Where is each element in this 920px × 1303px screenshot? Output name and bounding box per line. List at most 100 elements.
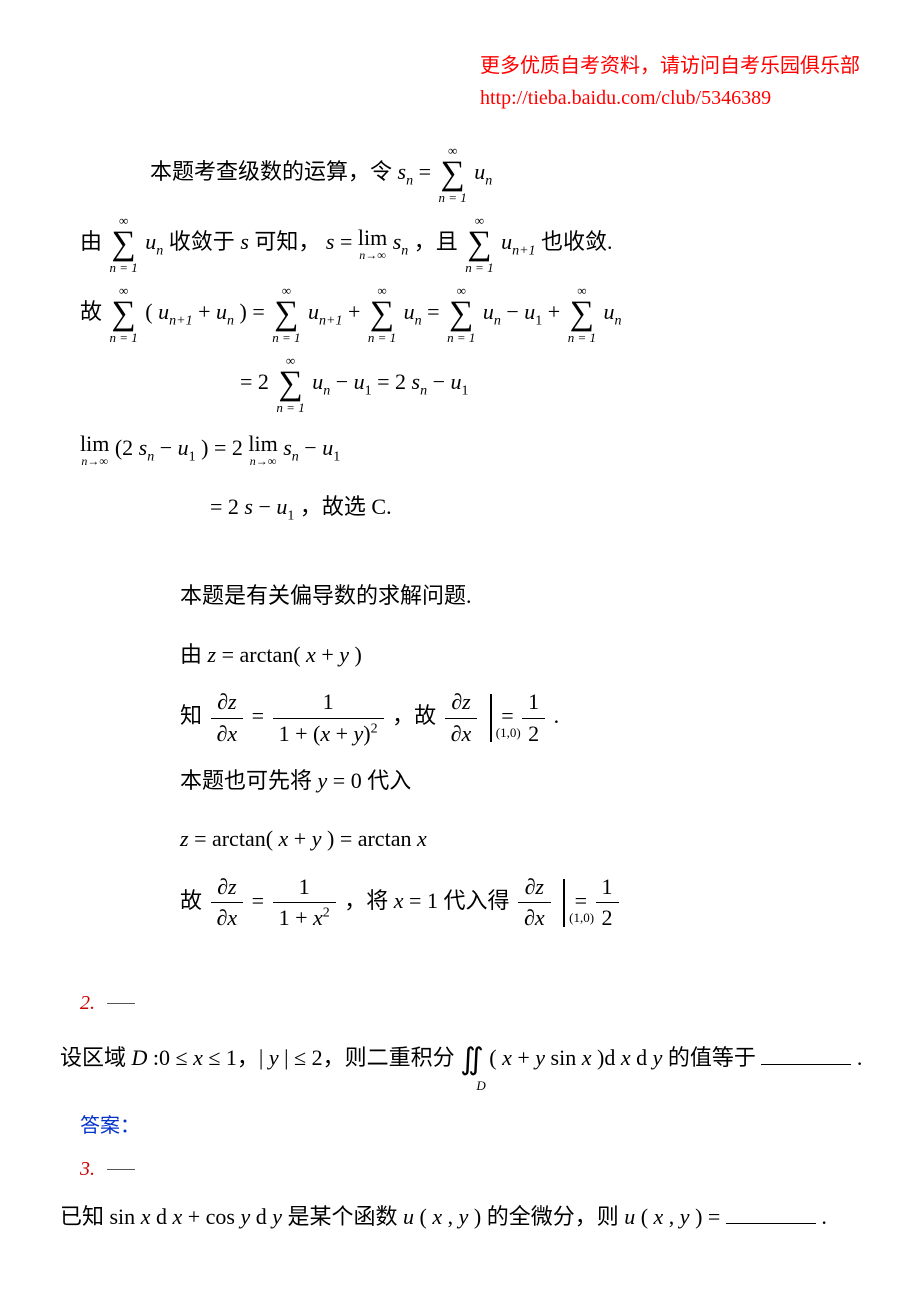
s: ∑ — [568, 297, 596, 331]
text: 故 — [180, 888, 202, 913]
sol1-line3: 故 ∞∑n = 1 ( un+1 + un ) = ∞∑n = 1 un+1 +… — [80, 284, 860, 344]
lim-sub: n→∞ — [248, 455, 277, 467]
lim: lim n→∞ — [80, 433, 109, 467]
sum: ∞∑n = 1 — [276, 354, 304, 414]
sub: n — [485, 173, 492, 188]
sin: sin — [551, 1045, 577, 1070]
sub: 1 — [189, 449, 196, 464]
sub: 1 — [333, 449, 340, 464]
num: ∂z — [518, 874, 551, 903]
double-integral: ∬D — [460, 1027, 484, 1093]
b: n = 1 — [447, 331, 475, 344]
eq: = 2 — [377, 369, 406, 394]
rparen: ) = — [240, 299, 271, 324]
header-line2[interactable]: http://tieba.baidu.com/club/5346389 — [480, 82, 860, 114]
den: ∂x — [211, 903, 244, 931]
minus: − — [160, 435, 178, 460]
d: d — [156, 1204, 167, 1229]
den: 1 + x2 — [273, 903, 336, 931]
b: n = 1 — [276, 401, 304, 414]
rparen: ) — [327, 826, 334, 851]
var-s: s — [139, 435, 148, 460]
q3-text: 已知 sin x d x + cos y d y 是某个函数 u ( x , y… — [60, 1193, 860, 1241]
text: ，且 — [414, 229, 458, 254]
rparen: ) — [355, 642, 362, 667]
sum: ∞∑n = 1 — [447, 284, 475, 344]
minus: − — [506, 299, 524, 324]
eq: = — [340, 229, 358, 254]
header-link: 更多优质自考资料，请访问自考乐园俱乐部 http://tieba.baidu.c… — [480, 50, 860, 114]
sum: ∞∑n = 1 — [368, 284, 396, 344]
blank[interactable] — [726, 1223, 816, 1224]
sol2-line5: z = arctan( x + y ) = arctan x — [180, 815, 860, 863]
var-u: u — [474, 159, 485, 184]
sol1-line6: = 2 s − u1 ，故选 C. — [210, 483, 860, 532]
text: 设区域 — [60, 1045, 132, 1070]
lim-txt: lim — [358, 227, 387, 249]
den: 2 — [596, 903, 619, 931]
plus: + — [548, 299, 566, 324]
var-x: x — [654, 1204, 664, 1229]
var-u: u — [178, 435, 189, 460]
dash — [107, 1169, 135, 1170]
pt: (1,0) — [496, 719, 521, 748]
frac: ∂z ∂x — [211, 874, 244, 932]
var-x: x — [193, 1045, 203, 1070]
text: | ≤ 2，则二重积分 — [284, 1045, 454, 1070]
minus: − — [258, 494, 276, 519]
s: ∑ — [110, 297, 138, 331]
var-y: y — [318, 768, 328, 793]
t: 1 + ( — [279, 721, 321, 746]
sum: ∞ ∑ n = 1 — [110, 214, 138, 274]
var-x: x — [172, 1204, 182, 1229]
text: :0 ≤ — [153, 1045, 193, 1070]
sub: n — [156, 243, 163, 258]
sol1-line2: 由 ∞ ∑ n = 1 un 收敛于 s 可知， s = lim n→∞ sn … — [80, 214, 860, 274]
var-s: s — [326, 229, 335, 254]
q3-number: 3. — [80, 1158, 860, 1181]
text: 已知 sin — [60, 1204, 135, 1229]
var-D: D — [132, 1045, 148, 1070]
sq: 2 — [323, 906, 330, 921]
sub: 1 — [535, 313, 542, 328]
var-u: u — [404, 299, 415, 324]
var-u: u — [501, 229, 512, 254]
sub: D — [476, 1072, 485, 1101]
var-u: u — [158, 299, 169, 324]
var-x: x — [394, 888, 404, 913]
b: n = 1 — [110, 331, 138, 344]
num: 1 — [522, 689, 545, 718]
var-u: u — [276, 494, 287, 519]
num: ∂z — [211, 874, 244, 903]
text: = 0 代入 — [333, 768, 411, 793]
sq: 2 — [371, 721, 378, 736]
text: ≤ 1，| — [208, 1045, 268, 1070]
frac: 1 1 + x2 — [273, 874, 336, 932]
var-u: u — [216, 299, 227, 324]
x: x — [313, 905, 323, 930]
sub: n — [227, 313, 234, 328]
frac: ∂z ∂x — [445, 689, 478, 747]
eq: = — [708, 1204, 726, 1229]
text: (2 — [115, 435, 133, 460]
frac: ∂z ∂x — [518, 874, 551, 932]
var-u: u — [624, 1204, 635, 1229]
var-y: y — [653, 1045, 663, 1070]
blank[interactable] — [761, 1064, 851, 1065]
sub: n+1 — [512, 243, 535, 258]
q2-number: 2. — [80, 992, 860, 1015]
num: ∂z — [211, 689, 244, 718]
lim: lim n→∞ — [248, 433, 277, 467]
var-u: u — [308, 299, 319, 324]
var-x: x — [621, 1045, 631, 1070]
header-line1: 更多优质自考资料，请访问自考乐园俱乐部 — [480, 50, 860, 82]
den: 1 + (x + y)2 — [273, 719, 384, 747]
var-s: s — [393, 229, 402, 254]
lim-sub: n→∞ — [80, 455, 109, 467]
lim-txt: lim — [248, 433, 277, 455]
num: 3. — [80, 1158, 95, 1180]
lparen: ( — [420, 1204, 427, 1229]
eq: = 2 — [210, 494, 239, 519]
text: 由 — [80, 229, 102, 254]
var-s: s — [244, 494, 253, 519]
